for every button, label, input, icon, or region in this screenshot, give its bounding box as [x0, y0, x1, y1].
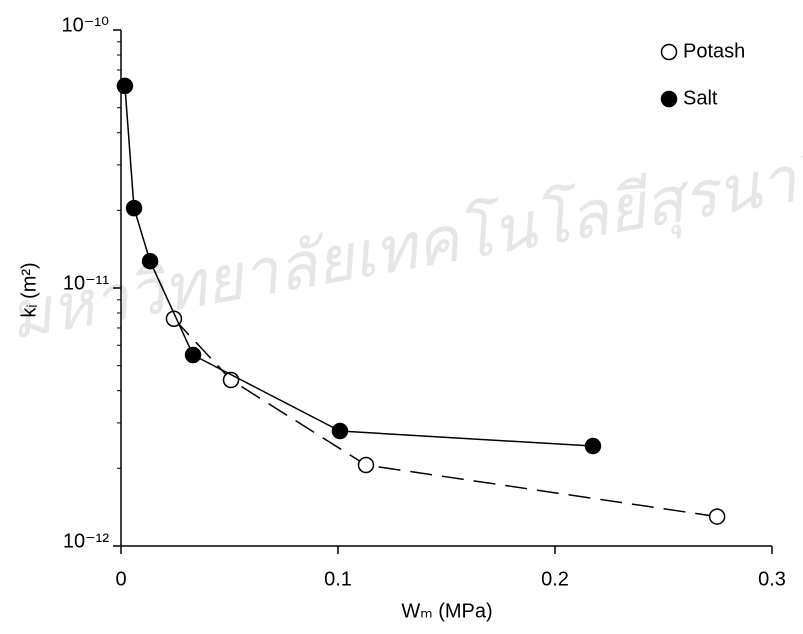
x-tick-label: 0.1 — [324, 568, 352, 590]
data-point — [125, 199, 143, 217]
data-point — [141, 252, 159, 270]
data-point — [116, 77, 134, 95]
series-line — [124, 85, 594, 447]
y-tick-label: 10⁻¹⁰ — [62, 14, 109, 36]
x-tick-label: 0 — [115, 568, 126, 590]
legend-marker — [660, 43, 678, 61]
x-tick-label: 0.2 — [541, 568, 569, 590]
x-tick-label: 0.3 — [758, 568, 786, 590]
legend-label: Potash — [683, 40, 745, 62]
data-point — [708, 508, 726, 525]
y-tick-label: 10⁻¹¹ — [63, 272, 109, 294]
x-axis-label: Wₘ (MPa) — [401, 600, 492, 622]
watermark: มหาวิทยาลัยเทคโนโลยีสุรนารี — [3, 136, 803, 356]
series-line — [173, 318, 718, 518]
legend-marker — [660, 90, 678, 108]
data-point — [584, 437, 602, 455]
data-point — [357, 456, 375, 474]
y-tick-label: 10⁻¹² — [63, 530, 109, 552]
data-point — [331, 422, 349, 440]
data-point — [184, 346, 202, 364]
legend-label: Salt — [683, 87, 718, 109]
y-axis-label: kᵢ (m²) — [18, 262, 40, 317]
